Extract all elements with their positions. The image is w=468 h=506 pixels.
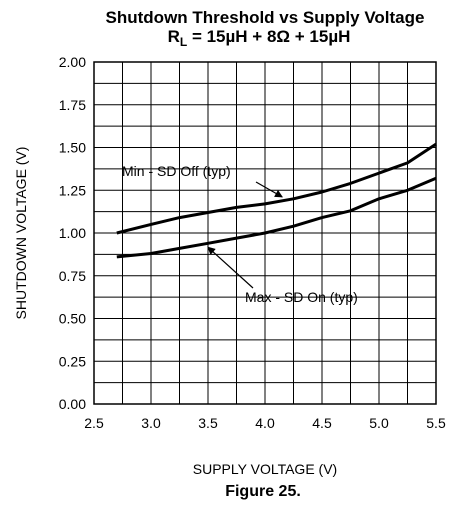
y-tick-label: 0.75 (59, 268, 86, 284)
annotation-label: Max - SD On (typ) (245, 289, 358, 305)
y-tick-label: 1.25 (59, 182, 86, 198)
annotation-arrow (255, 181, 283, 198)
chart-title: Shutdown Threshold vs Supply Voltage (106, 8, 425, 27)
y-tick-labels: 0.00 0.25 0.50 0.75 1.00 1.25 1.50 1.75 2.00 (59, 54, 86, 412)
annotation-label: Min - SD Off (typ) (122, 163, 231, 179)
x-axis-label: SUPPLY VOLTAGE (V) (193, 461, 337, 477)
y-tick-label: 1.75 (59, 97, 86, 113)
annotation-arrow (207, 246, 254, 289)
x-tick-label: 4.5 (312, 415, 332, 431)
x-tick-label: 2.5 (84, 415, 104, 431)
plot-border (93, 61, 437, 405)
subtitle-rest: = 15µH + 8Ω + 15µH (187, 27, 350, 46)
y-tick-label: 2.00 (59, 54, 86, 70)
x-tick-label: 3.0 (141, 415, 161, 431)
series-lines (116, 142, 437, 259)
annotations: Min - SD Off (typ) Max - SD On (typ) (122, 163, 358, 305)
x-tick-label: 5.0 (369, 415, 389, 431)
y-tick-label: 1.50 (59, 140, 86, 156)
y-tick-label: 0.25 (59, 353, 86, 369)
y-tick-label: 0.50 (59, 311, 86, 327)
y-tick-label: 0.00 (59, 396, 86, 412)
y-axis-label: SHUTDOWN VOLTAGE (V) (13, 147, 29, 320)
subtitle-rl-subscript: L (180, 35, 187, 49)
series-line-2 (116, 176, 437, 259)
x-tick-label: 5.5 (426, 415, 446, 431)
x-tick-label: 3.5 (198, 415, 218, 431)
subtitle-rl-symbol: R (168, 27, 180, 46)
chart-subtitle: RL = 15µH + 8Ω + 15µH (168, 27, 351, 49)
grid (93, 61, 437, 405)
series-line-1 (116, 142, 437, 235)
y-tick-label: 1.00 (59, 225, 86, 241)
x-tick-labels: 2.5 3.0 3.5 4.0 4.5 5.0 5.5 (84, 415, 446, 431)
figure-caption: Figure 25. (225, 483, 301, 500)
x-tick-label: 4.0 (255, 415, 275, 431)
